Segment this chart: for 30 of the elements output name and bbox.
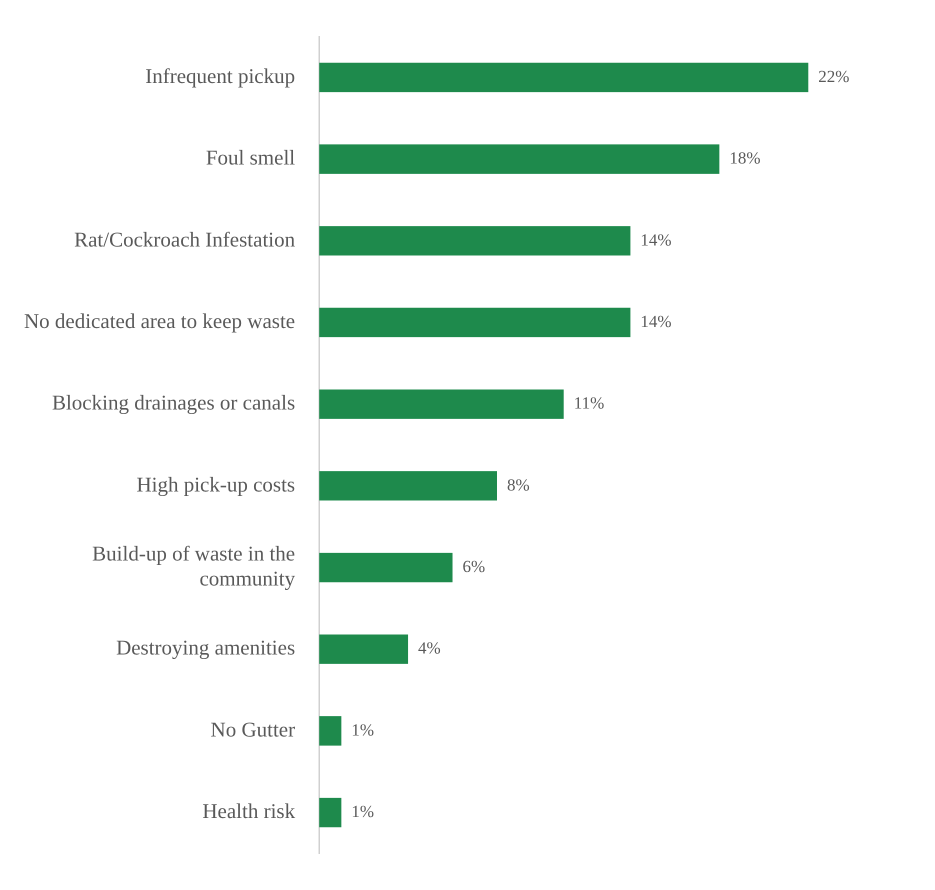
y-tick-label: Health risk bbox=[202, 799, 296, 824]
bar bbox=[319, 62, 808, 92]
bar bbox=[319, 552, 453, 582]
data-label: 1% bbox=[351, 720, 374, 740]
bar bbox=[319, 716, 342, 746]
data-label: 6% bbox=[462, 556, 486, 576]
bar bbox=[319, 798, 342, 828]
bar bbox=[319, 144, 720, 174]
y-tick-label: No dedicated area to keep waste bbox=[24, 308, 296, 333]
y-tick-label: Infrequent pickup bbox=[145, 64, 296, 88]
data-label: 11% bbox=[574, 394, 604, 413]
y-tick-label: Blocking drainages or canals bbox=[52, 390, 296, 415]
y-tick-label: Rat/Cockroach Infestation bbox=[74, 227, 296, 252]
data-label: 8% bbox=[506, 475, 530, 494]
y-tick-label: No Gutter bbox=[210, 717, 296, 742]
bar bbox=[319, 226, 630, 256]
y-tick-label: Foul smell bbox=[206, 146, 296, 170]
bar bbox=[319, 634, 408, 664]
y-tick-label: High pick-up costs bbox=[136, 472, 296, 496]
bar bbox=[319, 389, 564, 419]
y-tick-label: Destroying amenities bbox=[116, 636, 296, 660]
data-label: 1% bbox=[351, 802, 374, 822]
data-label: 22% bbox=[818, 66, 850, 86]
data-label: 14% bbox=[640, 312, 672, 331]
data-label: 4% bbox=[418, 638, 441, 658]
y-tick-label: Build-up of waste in the community bbox=[92, 541, 296, 591]
data-label: 18% bbox=[729, 148, 761, 168]
bar bbox=[319, 471, 497, 501]
bar bbox=[319, 308, 630, 338]
data-label: 14% bbox=[640, 230, 672, 250]
